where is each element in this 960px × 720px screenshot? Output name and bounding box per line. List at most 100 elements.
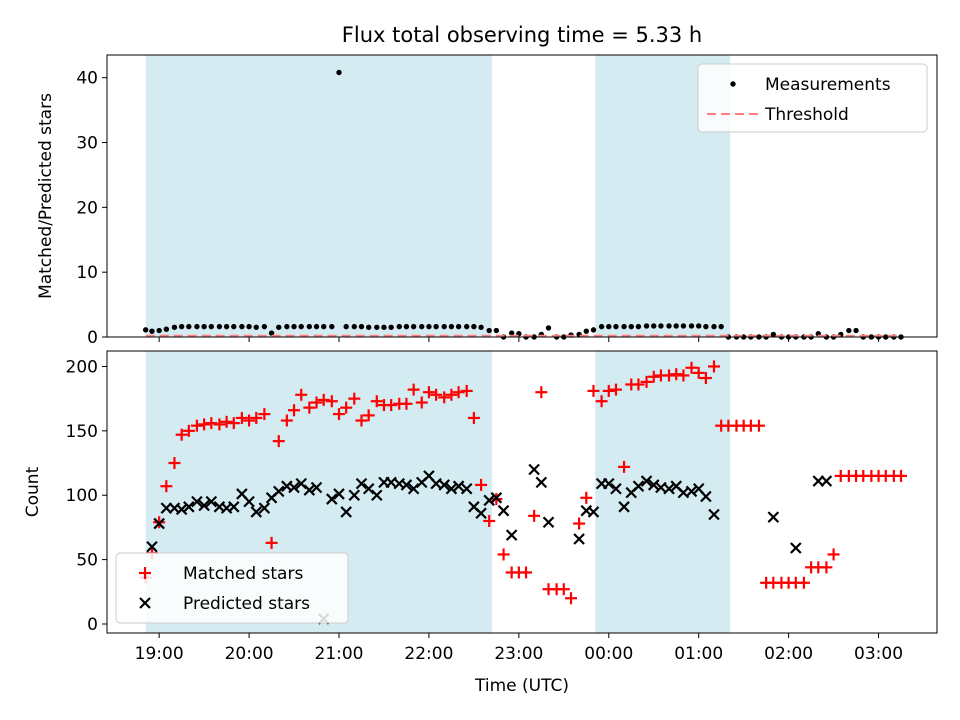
measurement-point [770,331,777,338]
legend-threshold-label: Threshold [764,105,849,125]
matched-stars-point [220,415,233,428]
measurement-point [246,323,252,330]
measurement-point [711,323,717,330]
predicted-stars-point [542,516,555,529]
x-tick-label: 22:00 [404,644,453,664]
measurement-point [651,323,657,329]
predicted-stars-point [272,485,285,498]
predicted-stars-point [258,502,271,514]
predicted-stars-point [191,495,203,508]
measurement-point [433,323,439,330]
measurement-point [666,323,672,329]
measurement-point [336,69,342,76]
matched-stars-point [820,561,833,574]
measurement-point [419,323,425,330]
matched-stars-point [497,548,510,561]
x-tick-label: 21:00 [315,644,364,664]
measurement-point [486,327,492,334]
measurement-point [298,323,304,330]
matched-stars-point [467,411,480,424]
y-tick-label: 30 [76,134,98,154]
predicted-stars-point [153,517,165,530]
predicted-stars-point [183,501,195,513]
matched-stars-point [415,396,428,409]
predicted-stars-point [198,499,210,512]
y-tick-label: 40 [76,69,98,89]
matched-stars-point [295,388,308,401]
measurement-point [696,323,702,329]
measurement-point [606,323,612,330]
x-tick-label: 00:00 [584,644,633,664]
y-tick-label: 200 [66,357,98,377]
measurement-point [673,323,679,329]
predicted-stars-point [228,501,240,513]
bottom-legend: Matched stars Predicted stars [115,552,349,624]
measurement-point [628,323,634,330]
matched-stars-point [573,517,586,530]
measurement-point [321,323,327,330]
predicted-stars-point [310,481,323,494]
measurement-point [329,323,335,330]
matched-stars-point [595,395,608,408]
matched-stars-point [310,396,323,409]
measurement-point [598,323,605,330]
x-tick-label: 19:00 [135,644,184,664]
predicted-stars-point [460,483,473,495]
measurement-point [590,327,597,333]
measurement-point [703,323,709,330]
matched-stars-point [250,411,263,424]
measurement-point [231,323,237,330]
predicted-stars-point [618,501,630,513]
measurement-point [313,323,320,330]
matched-stars-point [400,397,413,410]
legend-predicted-label: Predicted stars [183,594,310,614]
matched-stars-point [325,395,338,408]
predicted-stars-point [528,463,540,476]
predicted-stars-point [146,540,158,553]
measurement-point [194,323,200,330]
bottom-y-axis-label: Count [23,466,43,517]
predicted-stars-point [610,483,622,495]
measurement-point [276,324,282,330]
matched-stars-point [445,388,458,401]
predicted-stars-point [303,484,316,496]
predicted-stars-point [340,506,352,518]
measurement-point [583,328,589,334]
x-tick-label: 20:00 [225,644,274,664]
measurement-point [853,327,859,334]
matched-stars-point [707,360,720,373]
matched-stars-point [317,393,330,406]
matched-stars-point [190,419,203,432]
predicted-stars-point [685,485,698,498]
predicted-stars-point [602,477,615,490]
matched-stars-point [797,576,810,589]
matched-stars-point [362,409,375,422]
bottom-panel: 0 50 100 150 200 19:00 20:00 21:00 22:00 23:00 00:… [23,350,938,696]
measurement-point [351,323,357,330]
predicted-stars-point [175,503,188,516]
predicted-stars-point [820,475,833,487]
predicted-stars-point [407,483,420,495]
measurement-point [388,324,394,330]
measurement-point [545,325,552,331]
predicted-stars-point [355,477,368,490]
measurement-point [441,323,447,330]
predicted-stars-point [483,494,495,507]
x-tick-label: 01:00 [674,644,723,664]
matched-stars-point [303,401,316,414]
measurement-point [403,323,410,330]
matched-stars-point [438,391,451,404]
measurement-point [426,323,432,330]
top-legend: Measurements Threshold [697,63,928,133]
matched-stars-point [587,384,600,397]
y-tick-label: 10 [76,263,98,283]
predicted-stars-point [326,493,338,505]
matched-stars-point [535,386,548,399]
predicted-stars-point [333,488,345,500]
matched-stars-point [348,392,361,405]
matched-stars-point [168,457,181,470]
measurement-point [239,323,245,330]
predicted-stars-point [445,483,458,495]
predicted-stars-point [663,483,675,495]
measurement-point [621,323,627,330]
